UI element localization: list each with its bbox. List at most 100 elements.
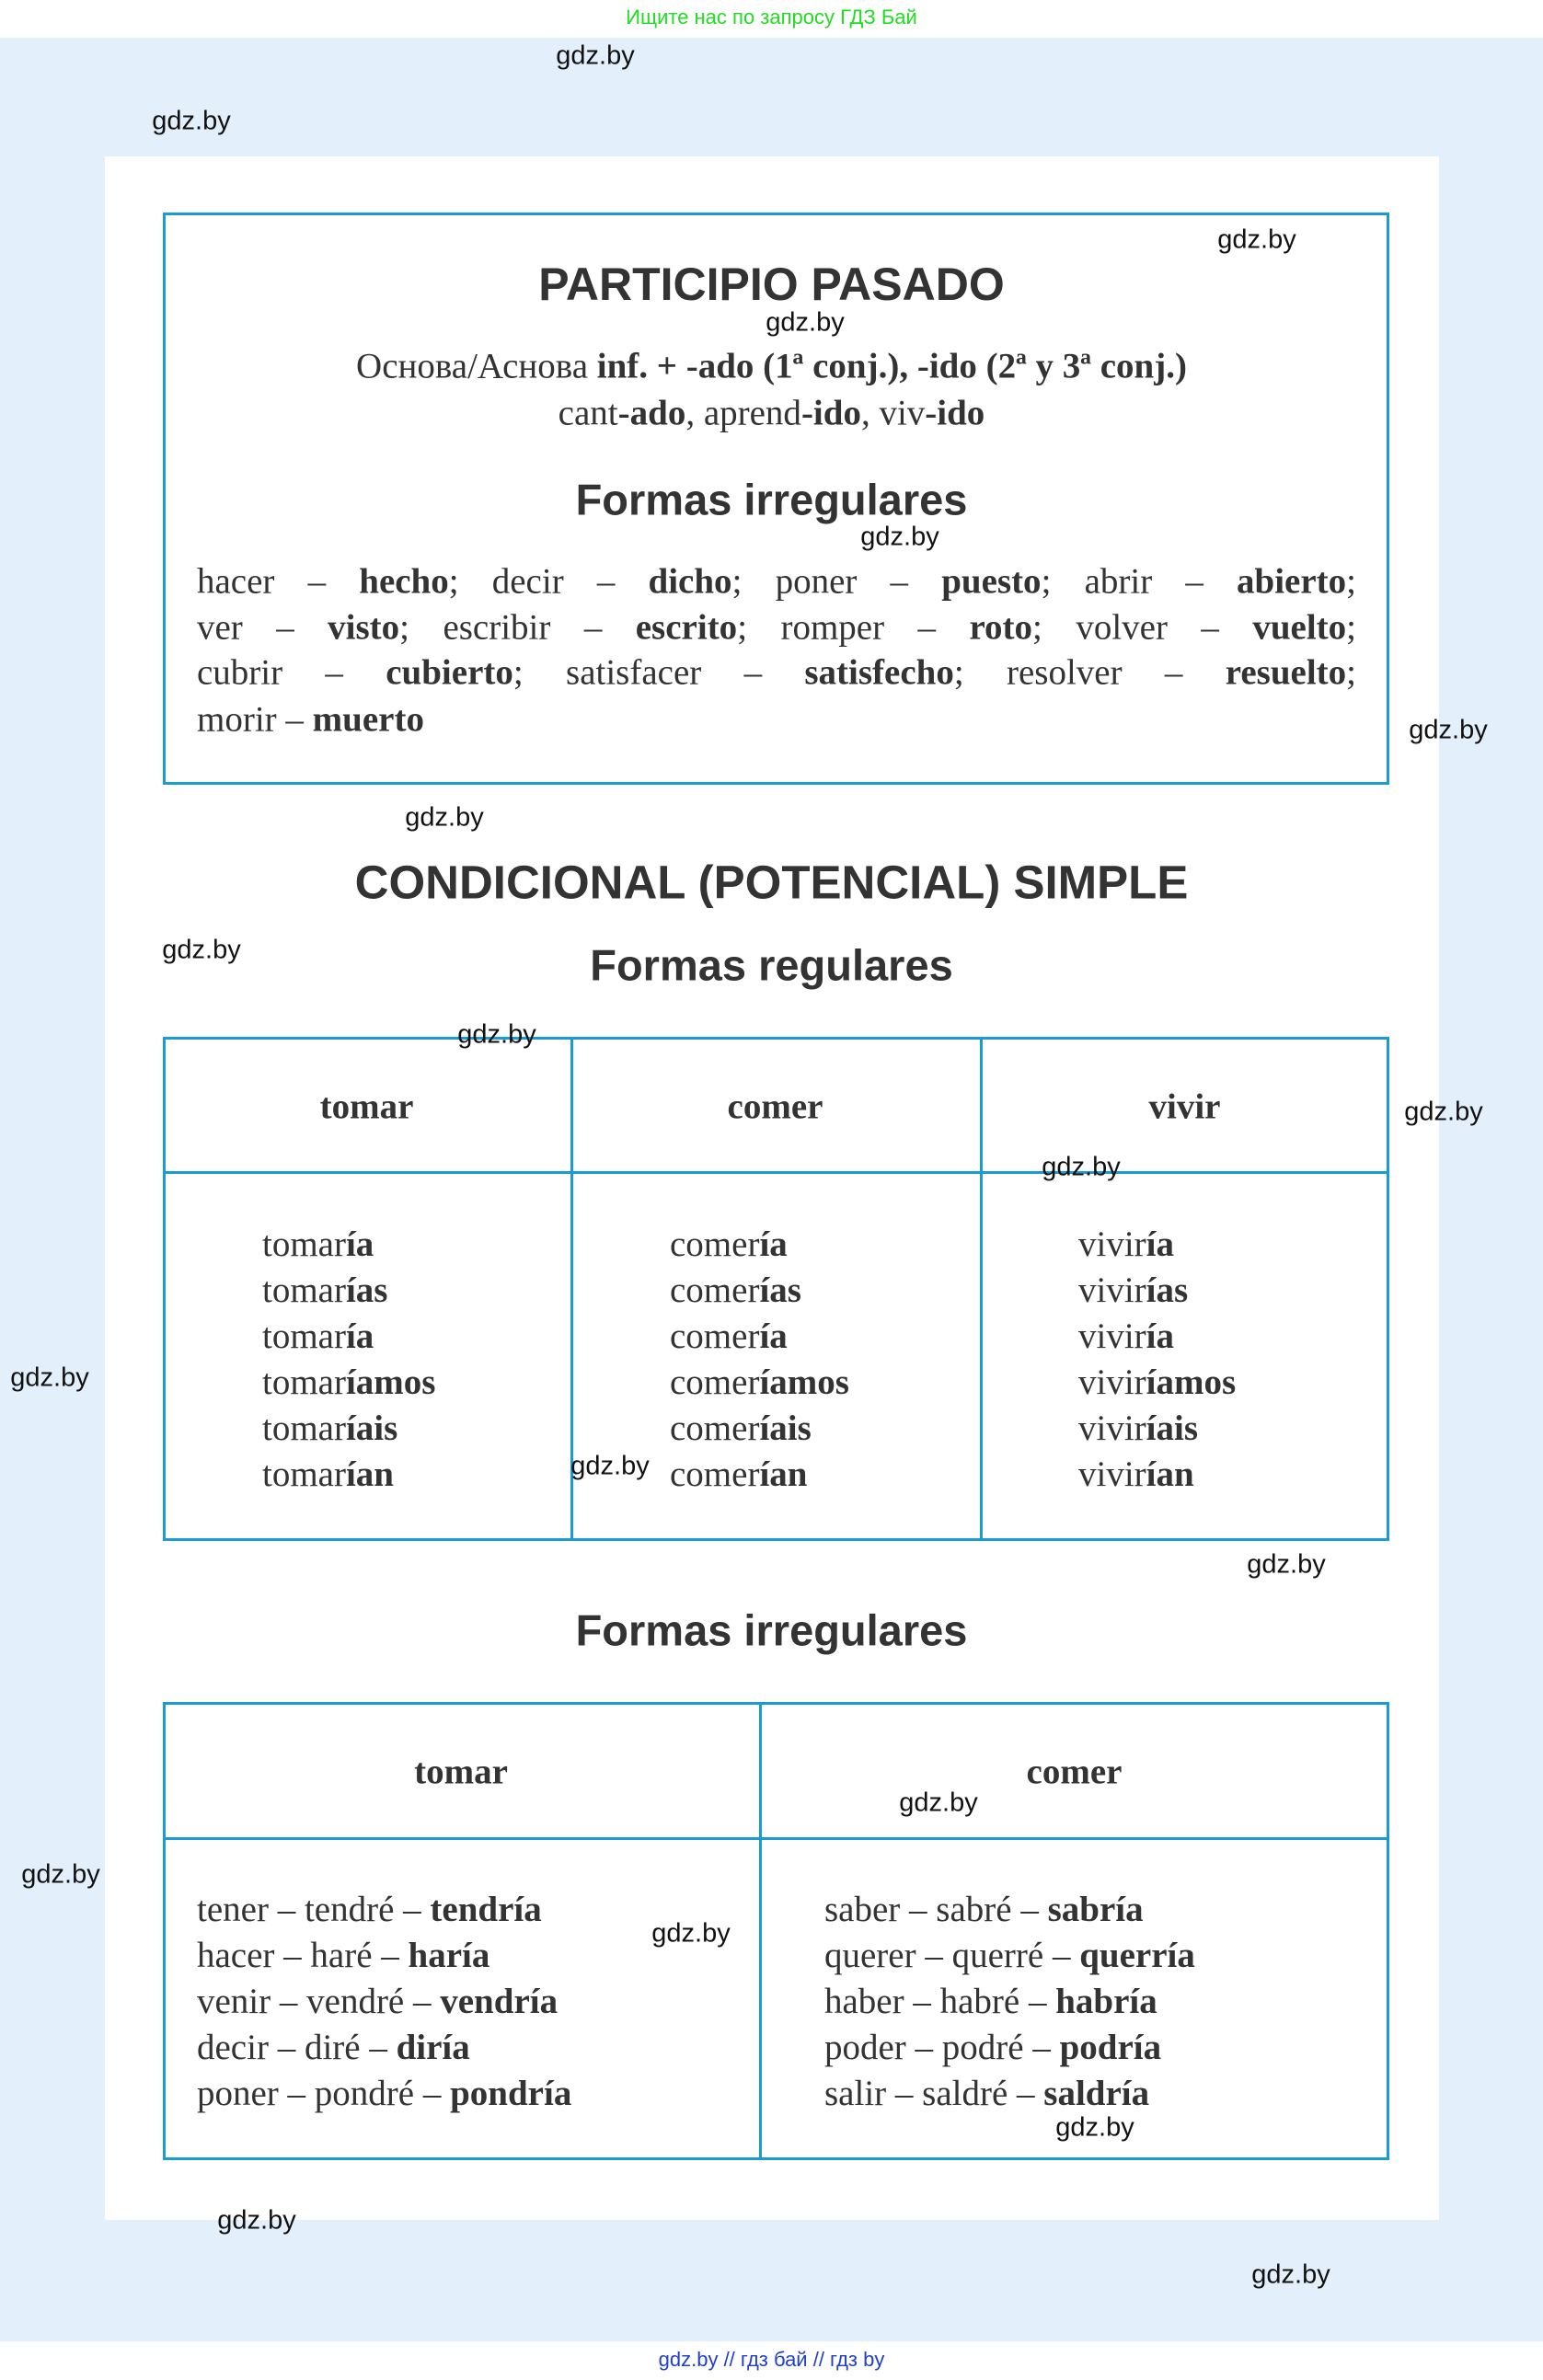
watermark: gdz.by: [1404, 1097, 1483, 1127]
conjugation-form: tomaría: [262, 1314, 435, 1360]
conditional-form: saldría: [1043, 2074, 1150, 2113]
conjugation-form: tomarían: [262, 1452, 435, 1498]
irregular-list: saber – sabré – sabría querer – querré – …: [824, 1887, 1195, 2117]
header-tomar: tomar: [414, 1752, 508, 1792]
text: ;: [1346, 607, 1356, 648]
verb-stem: comer: [670, 1316, 760, 1356]
bold-text: cubierto: [386, 652, 513, 693]
bold-text: hecho: [359, 561, 449, 602]
irregular-form: poder – podré – podría: [824, 2025, 1195, 2071]
irregular-line: ver – visto; escribir – escrito; romper …: [197, 607, 1356, 649]
bold-text: escrito: [635, 607, 738, 648]
participio-irregular-title: Formas irregulares: [575, 475, 968, 524]
conjugation-form: comería: [670, 1314, 849, 1360]
conjugation-form: tomaríamos: [262, 1360, 435, 1406]
watermark: gdz.by: [152, 106, 231, 136]
verb-forms: poner – pondré –: [197, 2074, 451, 2113]
watermark: gdz.by: [1409, 715, 1488, 745]
text: morir –: [197, 699, 313, 740]
irregular-list: tener – tendré – tendría hacer – haré – h…: [197, 1887, 571, 2117]
verb-stem: comer: [670, 1454, 760, 1494]
verb-ending: ían: [759, 1454, 808, 1494]
watermark: gdz.by: [10, 1362, 89, 1393]
watermark: gdz.by: [1042, 1152, 1121, 1182]
conditional-form: vendría: [440, 1982, 558, 2021]
irregular-form: hacer – haré – haría: [197, 1933, 571, 1979]
watermark: gdz.by: [162, 935, 241, 965]
table-divider: [759, 1702, 762, 2160]
watermark: gdz.by: [651, 1918, 731, 1949]
conjugation-form: comeríamos: [670, 1360, 849, 1406]
watermark: gdz.by: [570, 1451, 650, 1481]
header-vivir: vivir: [1148, 1087, 1221, 1127]
verb-stem: vivir: [1078, 1408, 1146, 1448]
watermark: gdz.by: [1217, 224, 1296, 255]
verb-ending: ía: [345, 1316, 374, 1356]
irregular-form: poner – pondré – pondría: [197, 2071, 571, 2117]
verb-ending: íais: [1146, 1408, 1199, 1448]
verb-forms: tener – tendré –: [197, 1890, 431, 1929]
bold-text: -ido: [800, 393, 861, 433]
regular-title: Formas regulares: [590, 940, 953, 990]
verb-stem: vivir: [1078, 1224, 1146, 1264]
text: ; satisfacer –: [512, 652, 805, 693]
text: ; volver –: [1032, 607, 1253, 648]
verb-forms: querer – querré –: [824, 1936, 1080, 1975]
irregular-form: decir – diré – diría: [197, 2025, 571, 2071]
conjugation-form: comeríais: [670, 1406, 849, 1452]
bold-text: puesto: [941, 561, 1042, 602]
text: Основа/Аснова: [356, 346, 597, 386]
verb-stem: tomar: [262, 1362, 346, 1402]
verb-ending: ía: [345, 1224, 374, 1264]
verb-stem: comer: [670, 1408, 760, 1448]
irregular-line: hacer – hecho; decir – dicho; poner – pu…: [197, 561, 1356, 603]
verb-ending: ían: [345, 1454, 394, 1494]
conditional-form: habría: [1055, 1982, 1157, 2021]
header-comer: comer: [1026, 1752, 1123, 1792]
watermark: gdz.by: [405, 802, 484, 833]
verb-forms: hacer – haré –: [197, 1936, 409, 1975]
conditional-form: querría: [1079, 1936, 1195, 1975]
verb-stem: tomar: [262, 1270, 346, 1310]
conjugation-list: viviría vivirías viviría viviríamos viviríai…: [1078, 1222, 1236, 1498]
conditional-form: diría: [396, 2028, 470, 2067]
watermark: gdz.by: [1247, 1549, 1326, 1580]
conjugation-form: viviría: [1078, 1222, 1236, 1268]
watermark: gdz.by: [899, 1788, 978, 1818]
watermark: gdz.by: [21, 1859, 100, 1890]
text: ; romper –: [737, 607, 970, 648]
verb-forms: saber – sabré –: [824, 1890, 1048, 1929]
verb-stem: tomar: [262, 1316, 346, 1356]
text: ; escribir –: [399, 607, 636, 648]
verb-ending: ía: [1146, 1224, 1175, 1264]
text: cant: [558, 393, 618, 433]
conjugation-form: vivirías: [1078, 1268, 1236, 1314]
irregular-form: tener – tendré – tendría: [197, 1887, 571, 1933]
verb-stem: vivir: [1078, 1316, 1146, 1356]
verb-stem: tomar: [262, 1224, 346, 1264]
verb-forms: venir – vendré –: [197, 1982, 441, 2021]
condicional-title: CONDICIONAL (POTENCIAL) SIMPLE: [354, 856, 1189, 909]
table-divider: [163, 1837, 1389, 1840]
verb-stem: vivir: [1078, 1270, 1146, 1310]
verb-forms: haber – habré –: [824, 1982, 1056, 2021]
conjugation-form: tomarías: [262, 1268, 435, 1314]
verb-ending: íamos: [345, 1362, 436, 1402]
bold-text: muerto: [312, 699, 424, 740]
conjugation-form: comerías: [670, 1268, 849, 1314]
conditional-form: sabría: [1047, 1890, 1144, 1929]
conditional-form: podría: [1059, 2028, 1162, 2067]
conjugation-list: tomaría tomarías tomaría tomaríamos tomaríai…: [262, 1222, 435, 1498]
verb-ending: íamos: [1146, 1362, 1237, 1402]
irregular-form: saber – sabré – sabría: [824, 1887, 1195, 1933]
text: ; resolver –: [953, 652, 1226, 693]
top-banner: Ищите нас по запросу ГДЗ Бай: [0, 0, 1543, 38]
verb-ending: ían: [1146, 1454, 1194, 1494]
verb-stem: comer: [670, 1270, 760, 1310]
text: hacer –: [197, 561, 360, 602]
verb-forms: salir – saldré –: [824, 2074, 1044, 2113]
text: cubrir –: [197, 652, 386, 693]
verb-stem: vivir: [1078, 1454, 1146, 1494]
conjugation-form: viviríamos: [1078, 1360, 1236, 1406]
watermark: gdz.by: [457, 1019, 536, 1050]
